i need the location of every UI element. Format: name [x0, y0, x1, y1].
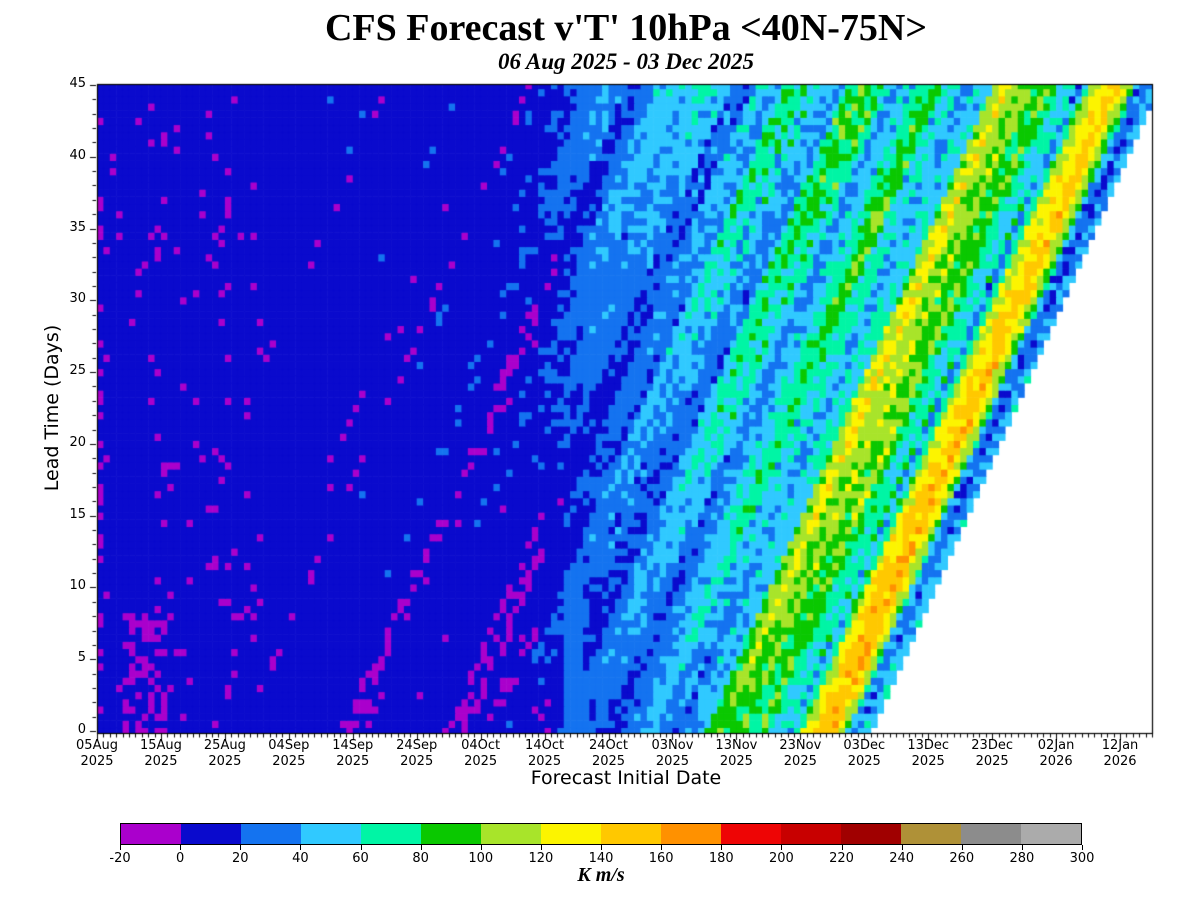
colorbar-tick-label: 40: [292, 851, 309, 866]
y-tick-label: 20: [69, 434, 86, 450]
colorbar-tick-label: 220: [829, 851, 854, 866]
colorbar-segment: [661, 824, 721, 844]
colorbar-tick: [120, 845, 121, 850]
colorbar-segment: [841, 824, 901, 844]
y-tick-label: 25: [69, 363, 86, 379]
x-tick-label: 13Nov 2025: [715, 738, 758, 769]
y-axis-label: Lead Time (Days): [41, 324, 63, 492]
colorbar-tick-label: 280: [1009, 851, 1035, 866]
x-tick-label: 24Sep 2025: [396, 738, 438, 769]
colorbar-tick-label: 0: [175, 851, 185, 866]
x-tick-label: 15Aug 2025: [139, 738, 182, 769]
colorbar-tick-label: 80: [412, 851, 429, 866]
colorbar-segment: [361, 824, 421, 844]
y-tick-label: 40: [69, 147, 86, 163]
y-tick-label: 45: [69, 76, 86, 91]
y-tick-label: 15: [69, 506, 86, 522]
colorbar-tick: [420, 845, 422, 850]
x-tick-label: 13Dec 2025: [907, 738, 950, 769]
colorbar-tick-label: 100: [468, 851, 494, 866]
y-tick-label: 35: [69, 219, 86, 235]
colorbar-segment: [301, 824, 361, 844]
x-tick-label: 12Jan 2026: [1101, 738, 1139, 769]
x-tick-label: 14Sep 2025: [332, 738, 374, 769]
x-tick-label: 23Dec 2025: [971, 738, 1013, 769]
colorbar-tick: [901, 845, 903, 850]
colorbar-strip: [120, 823, 1082, 845]
x-tick-label: 25Aug 2025: [203, 738, 246, 769]
colorbar-tick-label: 240: [889, 851, 915, 866]
colorbar-segment: [181, 824, 241, 844]
colorbar-segment: [781, 824, 841, 844]
colorbar-tick-label: 300: [1069, 851, 1095, 866]
colorbar-segment: [541, 824, 601, 844]
x-tick-label: 23Nov 2025: [779, 738, 822, 769]
colorbar-tick: [240, 845, 242, 850]
colorbar-tick: [540, 845, 542, 850]
colorbar-tick: [721, 845, 723, 850]
heatmap-canvas: [0, 0, 1200, 820]
colorbar-tick: [300, 845, 302, 850]
colorbar-tick: [961, 845, 963, 850]
x-tick-label: 03Dec 2025: [843, 738, 886, 769]
colorbar-tick: [601, 845, 602, 850]
colorbar-tick: [781, 845, 783, 850]
colorbar-tick-label: 180: [708, 851, 734, 866]
colorbar-tick: [180, 845, 182, 850]
colorbar-segment: [121, 824, 181, 844]
colorbar-tick-label: 200: [768, 851, 794, 866]
colorbar-tick-label: -20: [109, 851, 131, 866]
x-axis-label: Forecast Initial Date: [530, 767, 722, 789]
colorbar-segment: [421, 824, 481, 844]
y-tick-label: 0: [77, 722, 86, 737]
x-tick-label: 02Jan 2026: [1037, 738, 1075, 769]
colorbar-segment: [721, 824, 781, 844]
colorbar-tick: [480, 845, 482, 850]
colorbar-tick: [661, 845, 663, 850]
colorbar-tick: [1021, 845, 1023, 850]
colorbar-units-label: K m/s: [577, 864, 625, 886]
y-tick-label: 10: [69, 578, 86, 594]
chart-subtitle: 06 Aug 2025 - 03 Dec 2025: [498, 49, 754, 74]
colorbar-segment: [601, 824, 661, 844]
chart-title: CFS Forecast v'T' 10hPa <40N-75N>: [324, 7, 928, 49]
colorbar-tick-label: 160: [648, 851, 674, 866]
x-tick-label: 05Aug 2025: [76, 738, 118, 769]
colorbar-tick-label: 120: [528, 851, 554, 866]
y-tick-label: 5: [77, 650, 86, 666]
colorbar-segment: [241, 824, 301, 844]
colorbar-tick: [360, 845, 362, 850]
colorbar-tick: [841, 845, 843, 850]
x-tick-label: 04Sep 2025: [268, 738, 310, 769]
colorbar-segment: [1021, 824, 1081, 844]
y-tick-label: 30: [69, 291, 86, 307]
x-tick-label: 04Oct 2025: [461, 738, 501, 769]
x-tick-label: 03Nov 2025: [651, 738, 694, 769]
colorbar-tick: [1082, 845, 1083, 850]
colorbar-tick-label: 140: [588, 851, 614, 866]
colorbar-tick-label: 20: [231, 851, 249, 866]
colorbar-tick-label: 260: [949, 851, 975, 866]
colorbar-segment: [481, 824, 541, 844]
x-tick-label: 24Oct 2025: [588, 738, 629, 769]
colorbar-segment: [961, 824, 1021, 844]
colorbar-segment: [901, 824, 961, 844]
x-tick-label: 14Oct 2025: [525, 738, 565, 769]
colorbar-tick-label: 60: [352, 851, 369, 866]
